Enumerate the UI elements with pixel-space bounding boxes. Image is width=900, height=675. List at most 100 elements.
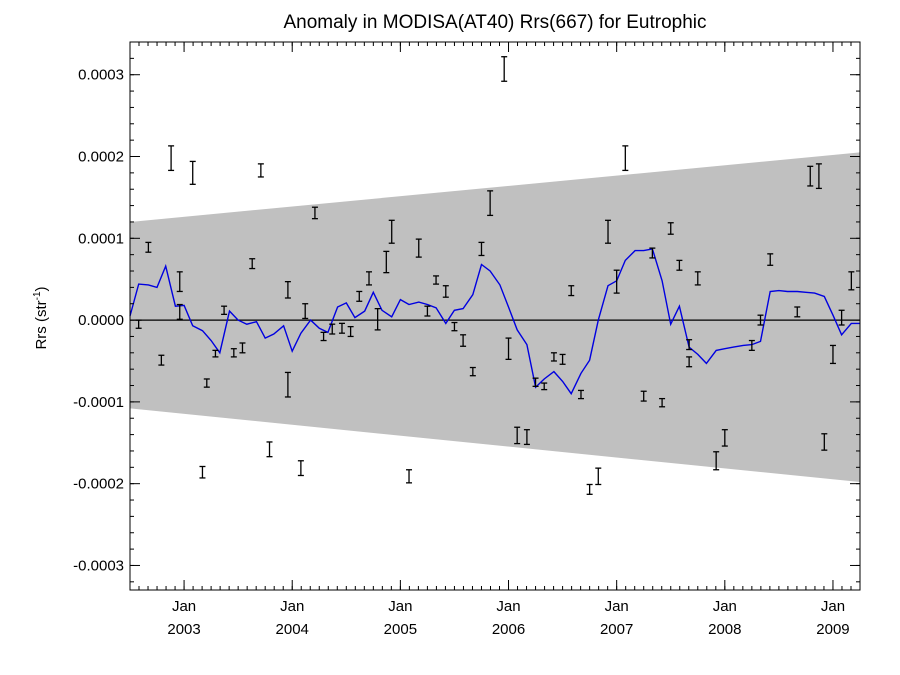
error-bar-point: [433, 275, 440, 285]
error-bar-point: [239, 342, 246, 354]
y-axis-label: Rrs (str-1): [32, 286, 50, 349]
x-tick-label-month: Jan: [713, 598, 737, 615]
error-bar-point: [347, 325, 354, 338]
error-bar-point: [586, 483, 593, 495]
error-bar-point: [757, 314, 764, 326]
error-bar-point: [815, 163, 822, 190]
error-bar-point: [284, 371, 291, 398]
y-axis-label-main: Rrs (str: [33, 300, 50, 349]
error-bar-point: [221, 305, 228, 316]
error-bar-point: [257, 163, 264, 178]
error-bar-point: [794, 306, 801, 318]
x-tick-label-month: Jan: [388, 598, 412, 615]
error-bar-point: [622, 145, 629, 172]
confidence-band: [130, 152, 860, 483]
x-tick-label-year: 2006: [492, 621, 525, 638]
error-bar-point: [821, 433, 828, 451]
y-axis-label-superscript: -1: [32, 291, 43, 300]
error-bar-point: [158, 354, 165, 366]
y-tick-label: 0.0002: [78, 149, 124, 166]
error-bar-point: [212, 349, 219, 358]
plot-frame: [129, 41, 861, 591]
x-tick-label-year: 2004: [276, 621, 309, 638]
x-tick-label-year: 2005: [384, 621, 417, 638]
error-bar-point: [748, 339, 755, 352]
error-bar-point: [550, 352, 557, 362]
error-bar-point: [406, 469, 413, 484]
error-bar-point: [249, 258, 256, 270]
error-bar-point: [487, 190, 494, 217]
y-tick-label: -0.0002: [73, 476, 124, 493]
series-line-0: [129, 248, 860, 396]
chart-title: Anomaly in MODISA(AT40) Rrs(667) for Eut…: [283, 12, 706, 33]
x-tick-label-year: 2007: [600, 621, 633, 638]
y-tick-label: -0.0001: [73, 394, 124, 411]
error-bar-point: [640, 390, 647, 402]
error-bar-point: [532, 377, 539, 387]
error-bar-point: [284, 280, 291, 299]
y-axis-label-close: ): [33, 286, 50, 291]
error-bar-point: [383, 250, 390, 274]
error-bar-point: [451, 321, 458, 332]
error-bar-point: [302, 303, 309, 320]
error-bar-point: [199, 465, 206, 479]
error-bar-point: [356, 290, 363, 302]
error-bar-point: [667, 222, 674, 235]
error-bar-point: [297, 460, 304, 477]
x-tick-label-month: Jan: [280, 598, 304, 615]
error-bar-point: [374, 307, 381, 331]
error-bar-point: [649, 247, 656, 259]
error-bar-point: [694, 271, 701, 286]
error-bar-point: [577, 389, 584, 400]
error-bar-point: [469, 366, 476, 377]
error-bar-point: [676, 259, 683, 271]
x-tick-label-month: Jan: [605, 598, 629, 615]
error-bar-point: [424, 305, 431, 317]
error-bar-point: [514, 426, 521, 445]
error-bar-point: [189, 160, 196, 185]
y-tick-label: 0.0001: [78, 230, 124, 247]
error-bar-point: [203, 378, 210, 388]
error-bar-point: [415, 238, 422, 258]
error-bar-point: [311, 206, 318, 220]
error-bar-point: [686, 339, 693, 351]
error-bar-point: [807, 165, 814, 187]
error-bar-point: [176, 303, 183, 320]
error-bar-point: [145, 241, 152, 253]
error-bar-point: [595, 467, 602, 486]
error-bar-point: [568, 285, 575, 297]
error-bar-point: [478, 241, 485, 257]
error-bar-point: [501, 56, 508, 82]
error-bar-point: [388, 219, 395, 244]
error-bar-point: [559, 353, 566, 365]
error-bar-point: [613, 269, 620, 294]
error-bar-point: [366, 271, 373, 286]
error-bar-point: [767, 253, 774, 266]
error-bar-point: [320, 331, 327, 342]
error-bar-point: [266, 441, 273, 458]
error-bar-point: [848, 271, 855, 291]
error-bar-point: [460, 334, 467, 347]
error-bar-point: [505, 337, 512, 360]
error-bar-point: [338, 322, 345, 334]
plot-area: 0.0003 0.0002 0.0001 0.0000 -0.0001 -0.0002 -0…: [73, 41, 861, 638]
error-bar-point: [721, 429, 728, 447]
error-bar-point: [605, 219, 612, 244]
error-bar-point: [659, 397, 666, 408]
error-bar-point: [838, 309, 845, 326]
error-bar-point: [176, 271, 183, 293]
x-tick-label-month: Jan: [496, 598, 520, 615]
x-tick-label-month: Jan: [821, 598, 845, 615]
error-bar-point: [230, 348, 237, 358]
x-tick-label-year: 2003: [167, 621, 200, 638]
x-tick-label-year: 2008: [708, 621, 741, 638]
x-tick-label-year: 2009: [816, 621, 849, 638]
error-bar-point: [541, 382, 548, 391]
x-tick-label-month: Jan: [172, 598, 196, 615]
error-bar-point: [523, 429, 530, 446]
error-bar-point: [713, 451, 720, 471]
error-bar-point: [686, 356, 693, 368]
y-tick-label: 0.0000: [78, 312, 124, 329]
error-bar-point: [442, 285, 449, 298]
